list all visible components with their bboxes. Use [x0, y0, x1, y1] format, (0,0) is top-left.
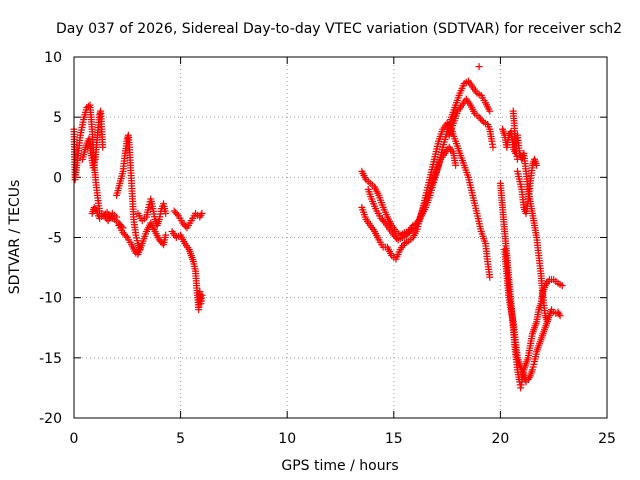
- data-point: [475, 63, 483, 71]
- data-point: [113, 213, 121, 221]
- x-axis-label: GPS time / hours: [281, 458, 398, 474]
- x-tick-label: 25: [598, 431, 616, 447]
- data-point: [489, 143, 497, 151]
- plot-frame: [73, 56, 608, 419]
- series-arc-4: [113, 131, 144, 254]
- x-tick-label: 0: [70, 431, 79, 447]
- data-point: [486, 273, 494, 281]
- data-point: [198, 291, 206, 299]
- series-arc-7: [168, 227, 206, 314]
- x-tick-label: 20: [491, 431, 509, 447]
- data-point: [533, 161, 541, 169]
- x-tick-label: 10: [278, 431, 296, 447]
- series-arc-8: [170, 207, 206, 232]
- data-point: [555, 310, 563, 318]
- data-point: [162, 231, 170, 239]
- series-arc-15: [501, 246, 551, 386]
- data-point: [162, 209, 170, 217]
- series-arc-12: [445, 95, 497, 151]
- x-tick-label: 15: [385, 431, 403, 447]
- series-arc-6: [134, 195, 170, 229]
- series-arc-11: [364, 143, 460, 244]
- series-arc-2: [79, 107, 107, 172]
- series-arc-3: [88, 203, 121, 225]
- data-point: [198, 209, 206, 217]
- data-point: [197, 211, 205, 219]
- data-point: [405, 228, 413, 236]
- data-point: [513, 155, 521, 163]
- chart-title: Day 037 of 2026, Sidereal Day-to-day VTE…: [56, 21, 622, 37]
- data-point: [556, 312, 564, 320]
- y-tick-label: -5: [48, 231, 62, 247]
- y-tick-label: -20: [39, 411, 62, 427]
- series-arc-14: [496, 179, 566, 392]
- y-tick-label: 5: [53, 110, 62, 126]
- y-tick-label: 10: [44, 50, 62, 66]
- data-point: [173, 210, 181, 218]
- y-tick-label: 0: [53, 170, 62, 186]
- data-point: [558, 282, 566, 290]
- data-point: [543, 318, 551, 326]
- data-point: [486, 107, 494, 115]
- data-point: [99, 143, 107, 151]
- data-points: [70, 63, 566, 392]
- data-point: [380, 217, 388, 225]
- y-axis-label: SDTVAR / TECUs: [7, 180, 23, 295]
- data-point: [478, 116, 486, 124]
- axis-ticks: 0 5 10 15 20 25 -20 -15 -10 -5 0 5 10: [39, 50, 616, 447]
- series-arc-5: [115, 219, 170, 258]
- series-arc-16: [513, 155, 541, 217]
- data-point: [122, 232, 130, 240]
- data-point: [452, 161, 460, 169]
- x-tick-label: 5: [176, 431, 185, 447]
- y-tick-label: -15: [39, 351, 62, 367]
- series-arc-17: [509, 107, 521, 163]
- y-tick-label: -10: [39, 291, 62, 307]
